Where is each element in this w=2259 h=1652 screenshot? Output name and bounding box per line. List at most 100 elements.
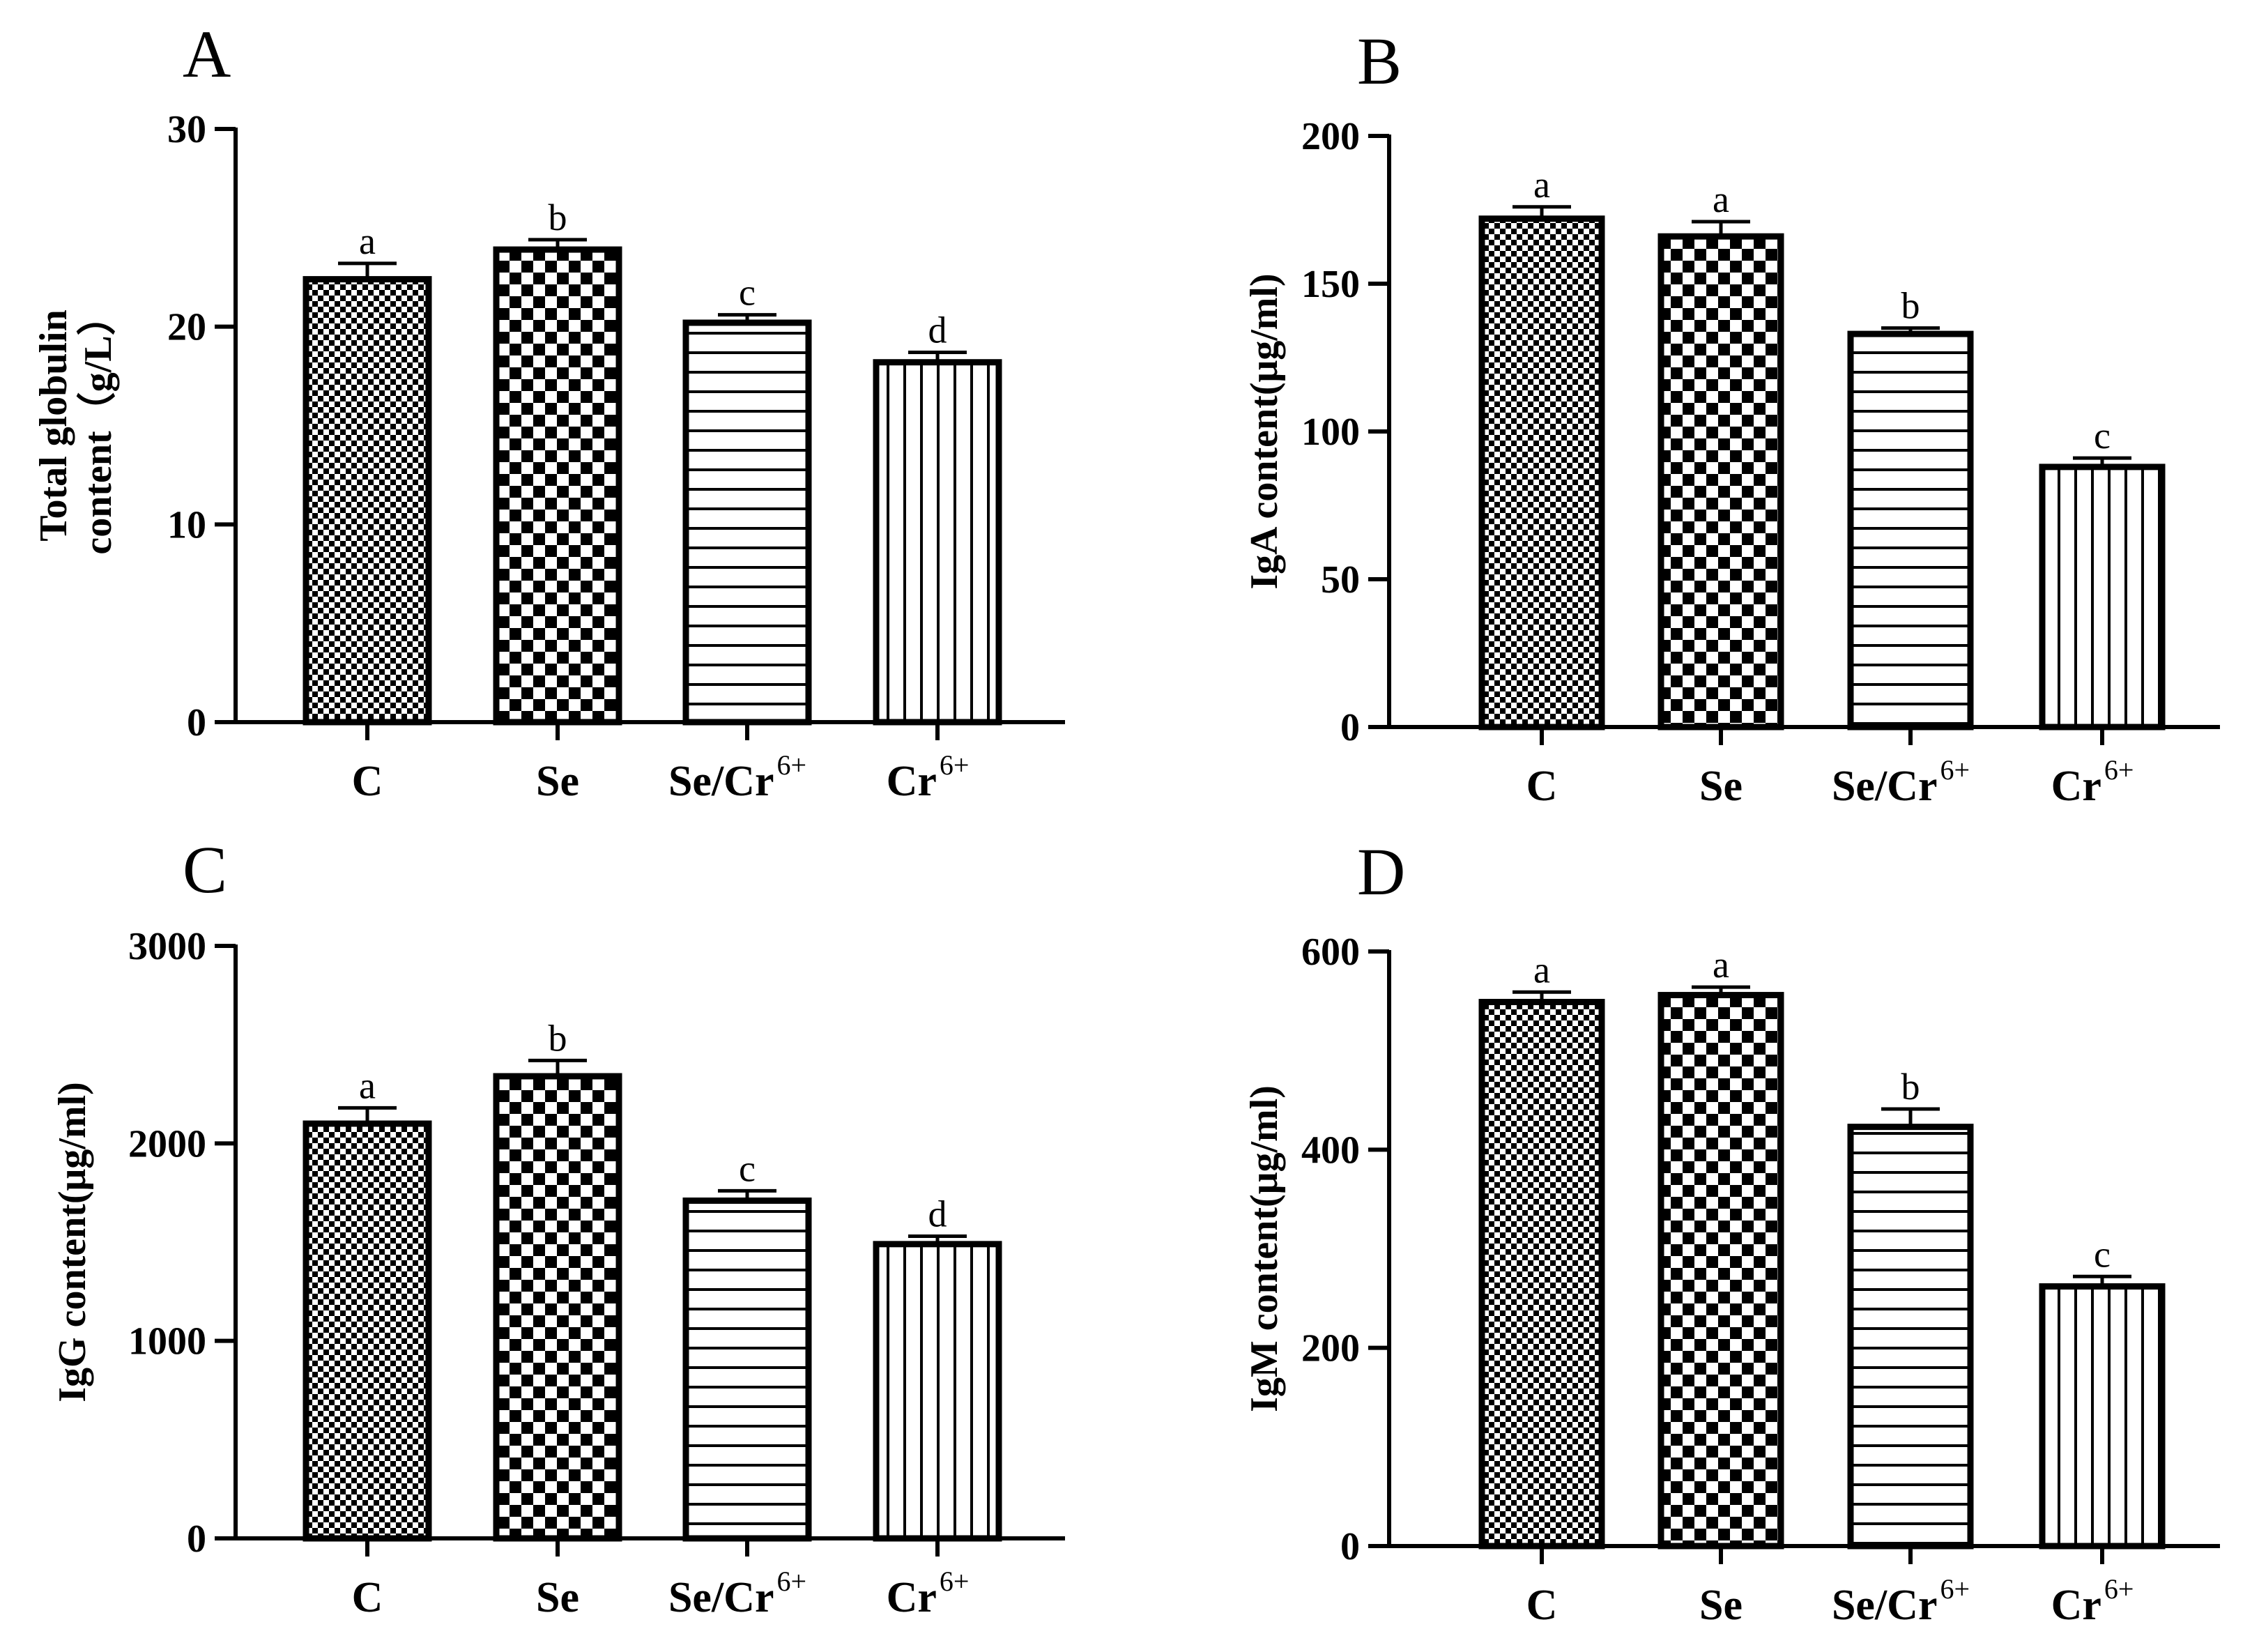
significance-letter: c [2094, 1233, 2111, 1275]
bar-cr [873, 359, 1002, 726]
bar-cr [2039, 1283, 2166, 1550]
y-tick-label: 0 [1340, 706, 1360, 749]
x-tick-label: Se [1699, 1582, 1743, 1629]
x-tick-label-superscript: 6+ [940, 1566, 970, 1597]
x-tick-label-superscript: 6+ [776, 749, 806, 781]
chart-panel-b: B 0 50 100 150 200 IgA content(μg/ml) a Ca Se b Se/… [1243, 24, 2220, 810]
x-tick-label: C [352, 1574, 383, 1621]
bar-se-cr [1847, 1124, 1974, 1550]
bar-cr [2039, 464, 2166, 731]
panel-letter: A [183, 17, 231, 91]
x-tick-label: Se/Cr 6+ [1832, 1573, 1970, 1629]
x-tick-label-superscript: 6+ [1940, 754, 1970, 786]
x-tick-label-base: C [352, 758, 383, 805]
x-tick-label-base: Se [1699, 763, 1743, 810]
x-tick-label: Se [536, 758, 579, 805]
significance-letter: c [739, 1147, 756, 1189]
x-tick-label-base: C [352, 1574, 383, 1621]
significance-letter: c [739, 272, 756, 314]
y-tick-label: 30 [167, 108, 206, 151]
x-tick-label-base: Cr [887, 1574, 937, 1621]
panel-letter: B [1357, 24, 1402, 98]
x-tick-label: Se/Cr 6+ [668, 749, 806, 805]
bar-se [1657, 233, 1784, 731]
chart-panel-d: D 0 200 400 600 IgM content(μg/ml) a Ca Se b Se/Cr… [1243, 834, 2220, 1629]
y-tick-label: 0 [187, 1517, 206, 1561]
y-axis-label: IgA content(μg/ml) [1243, 273, 1286, 589]
x-tick-label: Se/Cr 6+ [668, 1566, 806, 1621]
y-tick-label: 400 [1301, 1129, 1360, 1172]
significance-letter: b [1901, 1066, 1920, 1108]
bar-c [303, 1120, 432, 1542]
significance-letter: b [549, 197, 567, 238]
x-tick-label: Se [536, 1574, 579, 1621]
chart-panel-c: C 0 1000 2000 3000 IgG content(μg/ml) a Cb Se c Se… [51, 832, 1065, 1621]
x-tick-label: C [1526, 763, 1558, 810]
significance-letter: b [549, 1017, 567, 1059]
y-tick-label: 1000 [128, 1320, 206, 1363]
x-tick-label-base: Se/Cr [668, 1574, 774, 1621]
bar-se-cr [1847, 330, 1974, 731]
y-axis-label: IgG content(μg/ml) [51, 1082, 94, 1402]
x-tick-label-base: Cr [887, 758, 937, 805]
x-tick-label: Cr 6+ [2051, 754, 2134, 810]
bar-se-cr [682, 319, 812, 726]
x-tick-label-superscript: 6+ [2104, 1573, 2134, 1605]
x-tick-label-base: C [1526, 763, 1558, 810]
bar-se-cr [682, 1198, 812, 1542]
y-axis-label: content（g/L） [76, 296, 120, 554]
significance-letter: a [359, 220, 376, 262]
x-tick-label-base: Cr [2051, 1582, 2101, 1629]
y-axis-label: IgM content(μg/ml) [1243, 1085, 1286, 1412]
x-tick-label-base: Se [1699, 1582, 1743, 1629]
x-tick-label-base: Se [536, 758, 579, 805]
y-tick-label: 200 [1301, 115, 1360, 158]
y-tick-label: 2000 [128, 1122, 206, 1165]
chart-panel-a: A 0 10 20 30 Total globulin content（g/L） a Cb Se c… [32, 17, 1065, 805]
significance-letter: a [1533, 164, 1550, 206]
x-tick-label-base: C [1526, 1582, 1558, 1629]
y-tick-label: 3000 [128, 925, 206, 968]
x-tick-label: Cr 6+ [2051, 1573, 2134, 1629]
y-tick-label: 10 [167, 503, 206, 546]
x-tick-label-superscript: 6+ [776, 1566, 806, 1597]
x-tick-label-base: Se/Cr [1832, 763, 1938, 810]
x-tick-label: Se [1699, 763, 1743, 810]
significance-letter: b [1901, 285, 1920, 327]
panel-letter: C [183, 832, 227, 907]
x-tick-label: Cr 6+ [887, 749, 970, 805]
significance-letter: c [2094, 415, 2111, 457]
bar-se [1657, 992, 1784, 1550]
bar-c [1478, 215, 1605, 731]
y-tick-label: 150 [1301, 263, 1360, 306]
x-tick-label-base: Se [536, 1574, 579, 1621]
x-tick-label-base: Se/Cr [668, 758, 774, 805]
bar-c [1478, 999, 1605, 1550]
bar-cr [873, 1241, 1002, 1542]
x-tick-label-superscript: 6+ [2104, 754, 2134, 786]
y-tick-label: 20 [167, 306, 206, 349]
significance-letter: d [928, 309, 947, 351]
y-tick-label: 0 [1340, 1525, 1360, 1568]
x-tick-label-superscript: 6+ [1940, 1573, 1970, 1605]
significance-letter: d [928, 1193, 947, 1235]
significance-letter: a [1713, 178, 1729, 220]
y-tick-label: 600 [1301, 931, 1360, 974]
significance-letter: a [1713, 944, 1729, 986]
x-tick-label: Cr 6+ [887, 1566, 970, 1621]
y-tick-label: 50 [1321, 558, 1360, 602]
x-tick-label: C [352, 758, 383, 805]
significance-letter: a [1533, 949, 1550, 991]
panel-letter: D [1357, 834, 1405, 909]
x-tick-label-base: Se/Cr [1832, 1582, 1938, 1629]
x-tick-label: Se/Cr 6+ [1832, 754, 1970, 810]
significance-letter: a [359, 1064, 376, 1106]
x-tick-label: C [1526, 1582, 1558, 1629]
y-tick-label: 200 [1301, 1327, 1360, 1370]
y-tick-label: 100 [1301, 411, 1360, 454]
bar-c [303, 276, 432, 726]
x-tick-label-superscript: 6+ [940, 749, 970, 781]
bar-se [493, 1073, 622, 1542]
y-tick-label: 0 [187, 701, 206, 744]
